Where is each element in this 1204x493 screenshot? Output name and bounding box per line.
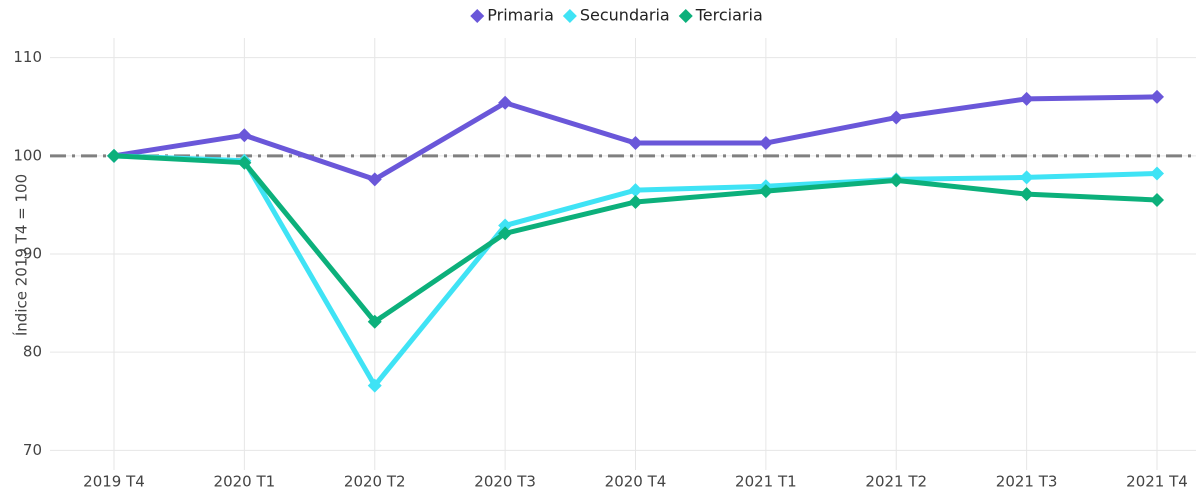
point-marker — [889, 173, 904, 188]
x-tick-label: 2021 T2 — [865, 473, 927, 491]
legend-label: Primaria — [487, 6, 554, 25]
x-tick-label: 2019 T4 — [83, 473, 145, 491]
point-marker — [889, 110, 904, 125]
point-marker — [628, 183, 643, 198]
point-marker — [1019, 170, 1034, 185]
x-tick-label: 2021 T4 — [1126, 473, 1188, 491]
legend-marker — [562, 9, 577, 23]
point-marker — [498, 218, 513, 233]
point-marker — [498, 226, 513, 241]
x-tick-label: 2021 T1 — [735, 473, 797, 491]
point-marker — [1150, 193, 1164, 207]
point-marker — [758, 184, 773, 199]
point-marker — [1019, 187, 1034, 202]
legend: Primaria Secundaria Terciaria — [470, 6, 763, 25]
legend-marker — [678, 9, 693, 23]
point-marker — [628, 136, 643, 151]
point-marker — [1019, 91, 1034, 106]
point-marker — [237, 128, 252, 143]
y-tick-label: 110 — [13, 48, 42, 66]
x-tick-label: 2020 T1 — [214, 473, 276, 491]
point-marker — [367, 172, 382, 187]
legend-label: Terciaria — [695, 6, 763, 25]
point-marker — [628, 194, 643, 209]
y-tick-label: 70 — [23, 441, 42, 459]
x-tick-label: 2020 T4 — [605, 473, 667, 491]
y-tick-label: 100 — [13, 146, 42, 164]
point-marker — [1150, 166, 1164, 181]
point-marker — [758, 136, 773, 151]
y-tick-label: 90 — [23, 245, 42, 263]
point-marker — [107, 148, 121, 163]
legend-marker — [470, 9, 485, 23]
x-tick-label: 2020 T3 — [474, 473, 536, 491]
point-marker — [498, 95, 513, 110]
y-tick-label: 80 — [23, 343, 42, 361]
point-marker — [237, 155, 252, 170]
x-tick-label: 2020 T2 — [344, 473, 406, 491]
y-axis-label: Índice 2019 T4 = 100 — [12, 174, 31, 336]
point-marker — [367, 314, 382, 329]
x-tick-label: 2021 T3 — [996, 473, 1058, 491]
point-marker — [367, 378, 382, 393]
legend-label: Secundaria — [580, 6, 670, 25]
point-marker — [1150, 89, 1164, 104]
